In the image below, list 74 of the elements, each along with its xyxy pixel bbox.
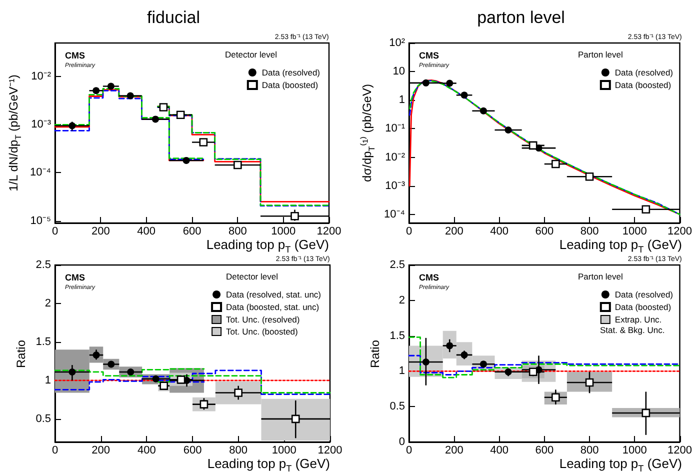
y-tick-label: 10⁻²: [385, 151, 406, 164]
annotation: CMS: [419, 50, 439, 60]
x-tick-label: 200: [444, 226, 464, 238]
legend-label: Tot. Unc. (resolved): [226, 314, 300, 324]
x-tick-label: 1200: [316, 226, 342, 238]
x-axis-title: Leading top p$_{T}$ (GeV): [207, 456, 330, 474]
x-tick-label: 1000: [622, 444, 647, 456]
x-tick-label: 600: [535, 444, 554, 456]
y-tick-label: 10⁻²: [31, 70, 52, 83]
annotation: CMS: [65, 50, 85, 60]
x-tick-label: 600: [183, 444, 202, 456]
x-tick-label: 800: [229, 444, 248, 456]
legend-label: Tot. Unc. (boosted): [226, 326, 298, 336]
y-tick-label: 1: [398, 365, 405, 378]
y-tick-label: 10⁻³: [385, 180, 406, 192]
y-axis-title: Ratio: [368, 339, 382, 368]
x-tick-label: 1000: [271, 226, 296, 238]
x-tick-label: 1200: [318, 444, 342, 456]
annotation: CMS: [419, 272, 439, 282]
y-tick-label: 10: [392, 66, 405, 78]
legend-title: Detector level: [226, 272, 278, 282]
annotation: Stat. & Bkg. Unc.: [600, 325, 665, 335]
x-tick-label: 200: [91, 226, 110, 238]
legend-label: Data (resolved): [614, 290, 674, 300]
x-tick-label: 600: [535, 226, 554, 238]
x-axis-title: Leading top p$_{T}$ (GeV): [206, 237, 329, 255]
x-tick-label: 1000: [622, 226, 647, 238]
x-axis-title: Leading top p$_{T}$ (GeV): [559, 237, 682, 255]
y-tick-label: 10²: [389, 37, 406, 49]
x-tick-label: 1000: [272, 444, 296, 456]
y-tick-label: 0.5: [36, 412, 51, 425]
x-tick-label: 400: [137, 444, 156, 456]
chart-title: parton level: [477, 8, 565, 27]
x-axis-title: Leading top p$_{T}$ (GeV): [559, 456, 682, 474]
y-tick-label: 1.5: [36, 336, 51, 348]
y-tick-label: 2.5: [36, 259, 51, 271]
x-tick-label: 1200: [668, 444, 692, 456]
chart-title: fiducial: [147, 8, 200, 27]
y-tick-label: 2: [398, 294, 405, 306]
x-tick-label: 400: [137, 226, 156, 238]
y-tick-label: 10⁻⁴: [384, 208, 406, 220]
legend-label: Data (resolved): [262, 68, 320, 78]
y-tick-label: 1.5: [390, 330, 405, 342]
legend-label: Data (resolved): [614, 68, 674, 78]
legend-label: Data (resolved, stat. unc): [226, 290, 322, 300]
x-tick-label: 400: [490, 226, 508, 238]
legend-label: Data (boosted): [262, 80, 318, 90]
y-tick-label: 2.5: [390, 259, 405, 271]
legend-title: Parton level: [578, 50, 623, 60]
x-tick-label: 400: [490, 444, 508, 456]
legend-title: Parton level: [578, 272, 623, 282]
legend-label: Extrap. Unc.: [614, 314, 662, 324]
y-tick-label: 10⁻⁴: [30, 166, 52, 179]
x-tick-label: 200: [444, 444, 464, 456]
x-tick-label: 200: [92, 444, 110, 456]
x-tick-label: 800: [580, 444, 599, 456]
y-axis-title: Ratio: [14, 339, 28, 368]
y-tick-label: 0: [398, 436, 405, 448]
legend-title: Detector level: [225, 50, 278, 60]
x-tick-label: 600: [182, 226, 202, 238]
y-tick-label: 10⁻³: [31, 118, 52, 131]
y-tick-label: 10⁻⁵: [30, 214, 51, 227]
legend-label: Data (boosted): [614, 302, 672, 312]
y-tick-label: 0.5: [390, 400, 405, 413]
x-tick-label: 800: [580, 226, 599, 238]
y-tick-label: 1: [44, 374, 51, 386]
y-tick-label: 2: [44, 297, 51, 310]
x-tick-label: 1200: [668, 226, 692, 238]
y-tick-label: 10⁻¹: [385, 122, 406, 135]
legend-label: Data (boosted, stat. unc): [226, 302, 320, 312]
legend-label: Data (boosted): [614, 80, 672, 90]
annotation: CMS: [65, 272, 85, 282]
x-tick-label: 800: [228, 226, 247, 238]
y-tick-label: 1: [398, 94, 405, 106]
